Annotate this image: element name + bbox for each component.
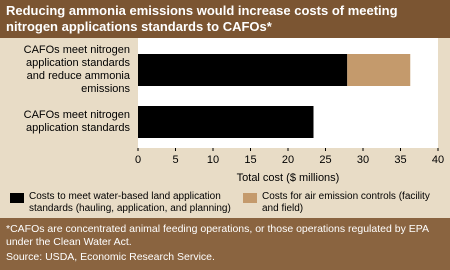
bar-segment xyxy=(138,54,348,86)
category-label: CAFOs meet nitrogen application standard… xyxy=(23,44,130,95)
category-label: CAFOs meet nitrogen application standard… xyxy=(23,109,130,134)
legend-label: Costs for air emission controls (facilit… xyxy=(262,191,430,214)
x-tick-label: 25 xyxy=(319,154,331,166)
bar-segment xyxy=(347,54,411,86)
chart-title: Reducing ammonia emissions would increas… xyxy=(0,0,450,38)
x-tick-label: 40 xyxy=(432,154,444,166)
plot: 0 5 10 15 20 25 30 35 40 Total cost ($ millions) xyxy=(135,38,444,184)
x-tick-label: 15 xyxy=(244,154,256,166)
bar-segment xyxy=(138,106,314,138)
footnote: *CAFOs are concentrated animal feeding o… xyxy=(6,223,429,248)
x-tick-label: 0 xyxy=(135,154,141,166)
legend-label: Costs to meet water-based land applicati… xyxy=(29,191,231,214)
legend-swatch xyxy=(10,193,24,203)
x-tick-label: 5 xyxy=(172,154,178,166)
footer: *CAFOs are concentrated animal feeding o… xyxy=(0,218,450,270)
x-axis-label: Total cost ($ millions) xyxy=(237,172,340,184)
x-tick-label: 35 xyxy=(394,154,406,166)
x-tick-label: 30 xyxy=(357,154,369,166)
x-tick-label: 20 xyxy=(282,154,294,166)
source: Source: USDA, Economic Research Service. xyxy=(6,251,215,263)
legend-swatch xyxy=(243,193,257,203)
x-tick-label: 10 xyxy=(207,154,219,166)
